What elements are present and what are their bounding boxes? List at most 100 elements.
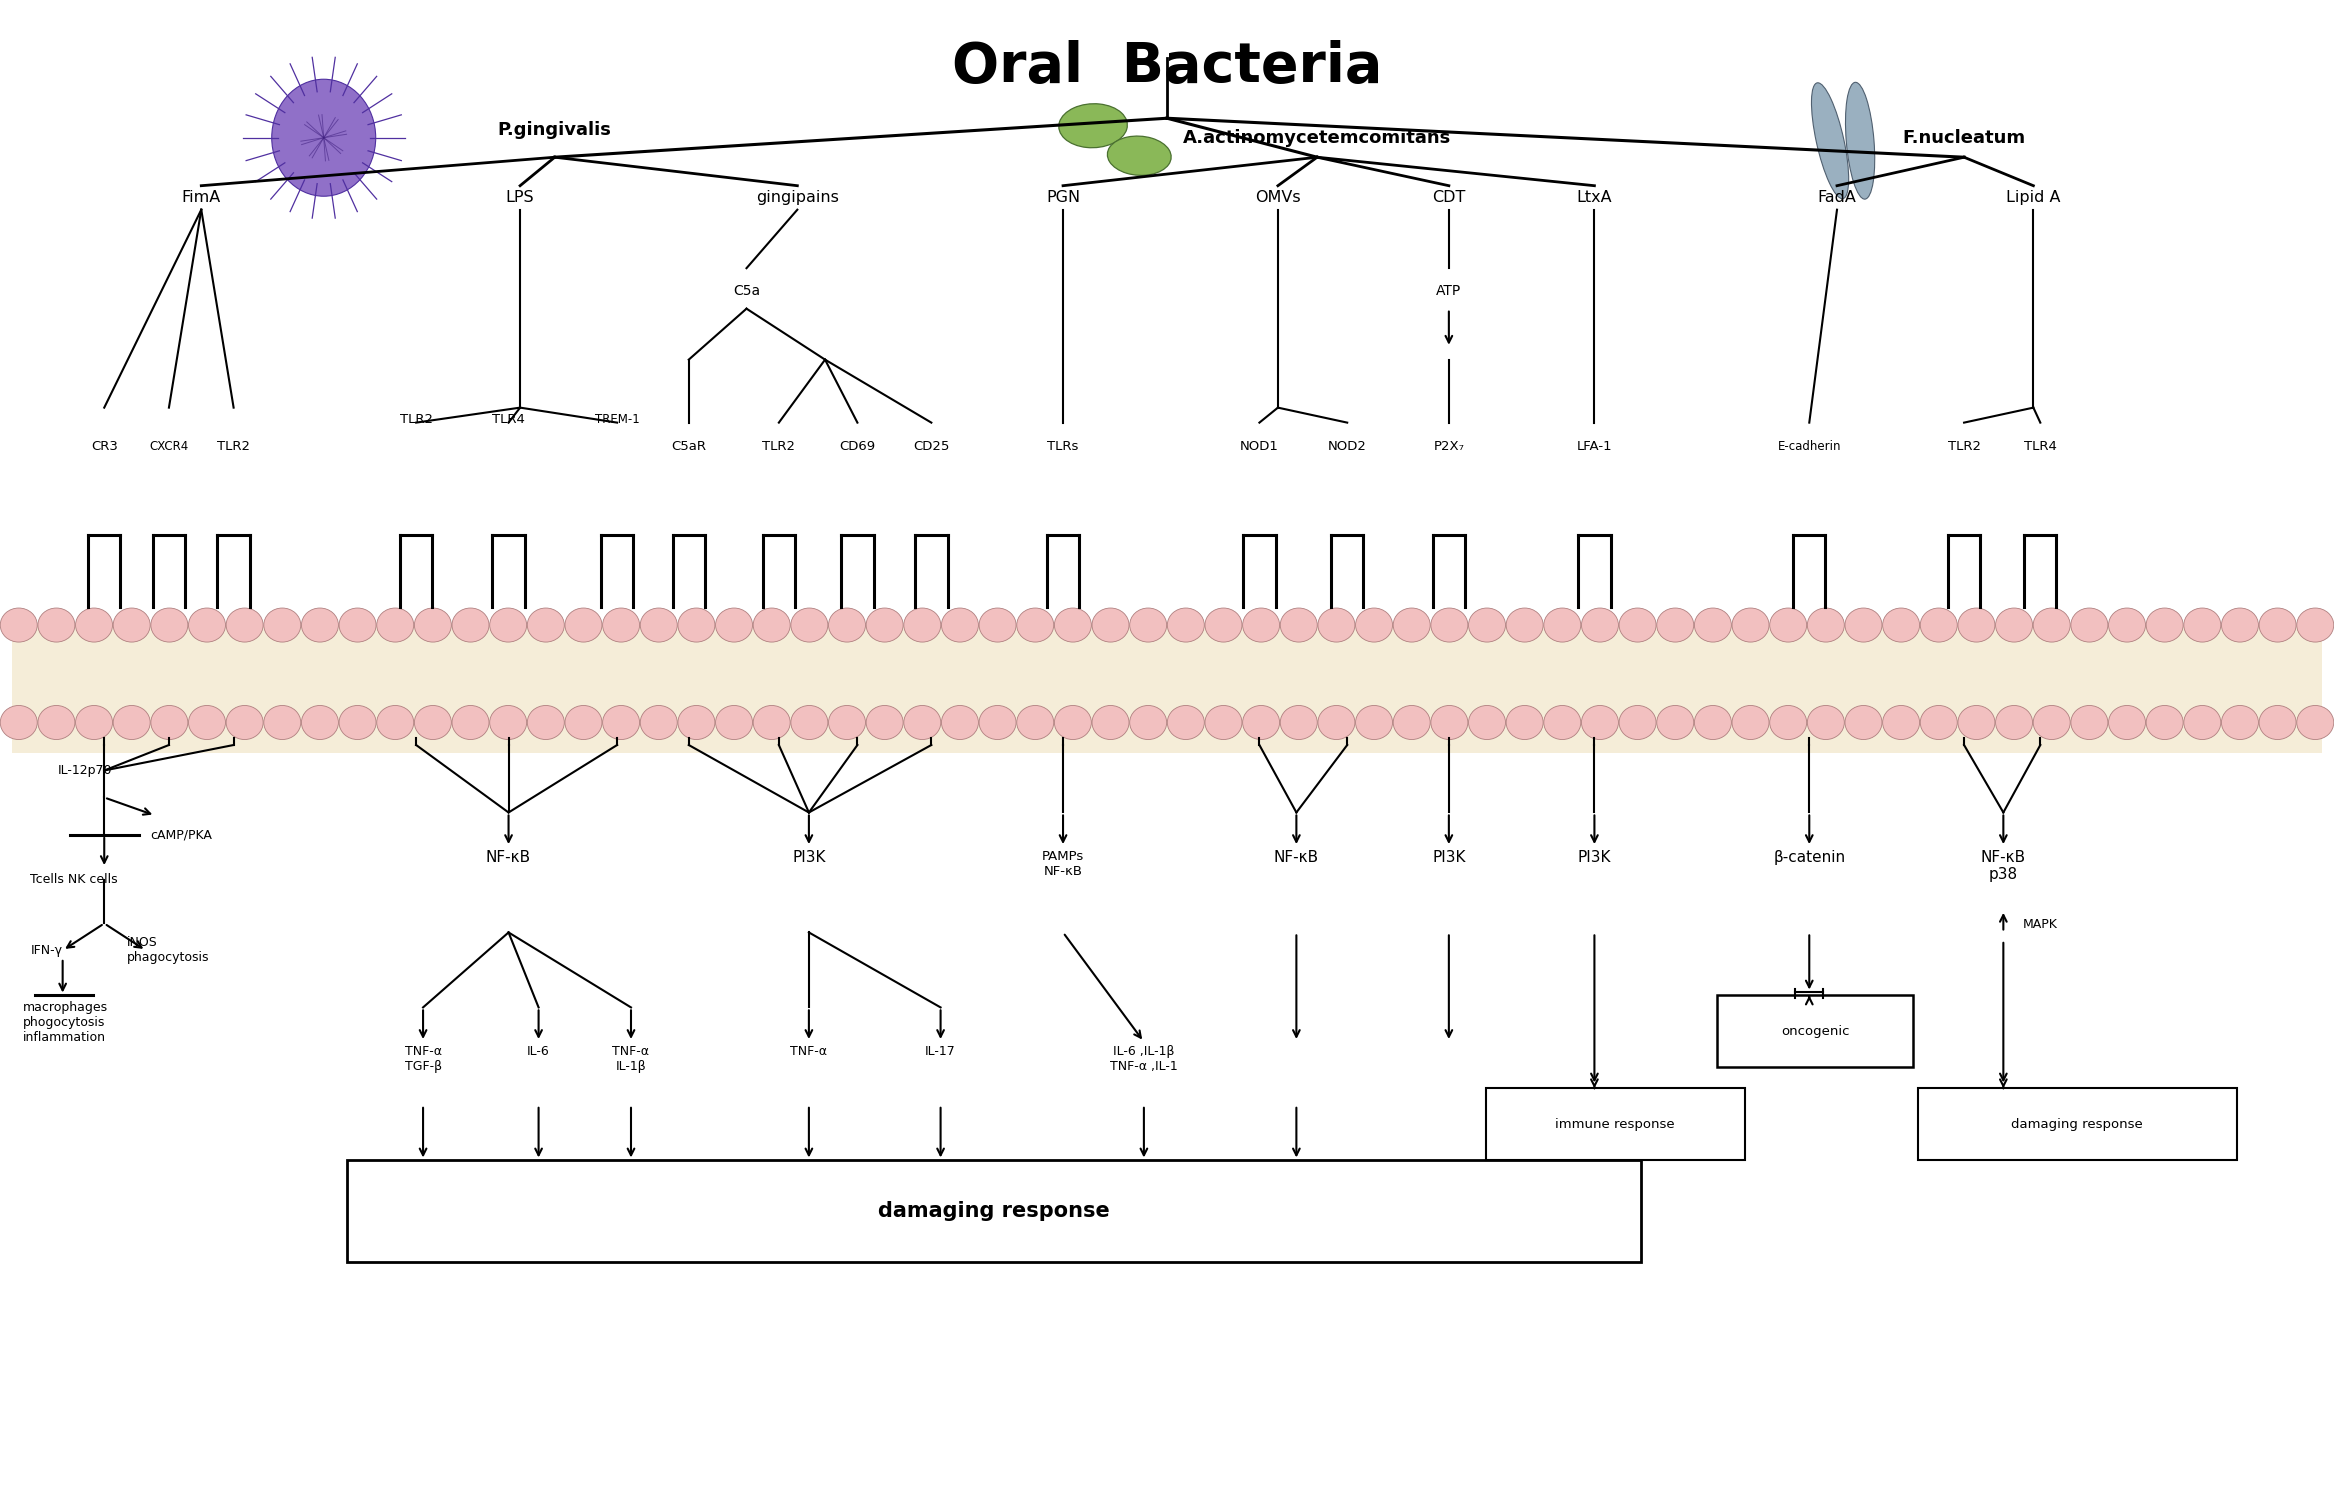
Ellipse shape	[602, 608, 640, 643]
Text: C5a: C5a	[733, 283, 761, 298]
Text: Tcells NK cells: Tcells NK cells	[30, 873, 119, 886]
Ellipse shape	[1844, 706, 1881, 739]
Ellipse shape	[0, 706, 37, 739]
Ellipse shape	[1468, 608, 1505, 643]
Text: LPS: LPS	[506, 190, 534, 205]
Ellipse shape	[1921, 608, 1958, 643]
Ellipse shape	[1167, 706, 1204, 739]
Text: damaging response: damaging response	[878, 1201, 1109, 1222]
Ellipse shape	[152, 706, 187, 739]
Text: LFA-1: LFA-1	[1575, 439, 1613, 453]
Ellipse shape	[114, 706, 149, 739]
Ellipse shape	[338, 706, 376, 739]
Ellipse shape	[1620, 706, 1657, 739]
Ellipse shape	[376, 706, 413, 739]
Ellipse shape	[1130, 608, 1167, 643]
Ellipse shape	[1996, 608, 2033, 643]
Ellipse shape	[1319, 706, 1356, 739]
Ellipse shape	[1092, 608, 1130, 643]
Ellipse shape	[1582, 706, 1617, 739]
Ellipse shape	[640, 706, 677, 739]
Text: PI3K: PI3K	[791, 850, 826, 865]
Ellipse shape	[490, 706, 527, 739]
Ellipse shape	[376, 608, 413, 643]
Ellipse shape	[338, 608, 376, 643]
Ellipse shape	[1811, 83, 1849, 199]
Ellipse shape	[1281, 608, 1316, 643]
Text: IL-17: IL-17	[924, 1044, 957, 1058]
Ellipse shape	[152, 608, 187, 643]
Ellipse shape	[2222, 608, 2259, 643]
Ellipse shape	[490, 608, 527, 643]
Text: NOD1: NOD1	[1239, 439, 1279, 453]
Ellipse shape	[0, 608, 37, 643]
Text: TLR2: TLR2	[217, 439, 250, 453]
Ellipse shape	[829, 706, 866, 739]
Ellipse shape	[527, 706, 565, 739]
Ellipse shape	[1732, 608, 1769, 643]
Ellipse shape	[903, 706, 941, 739]
Ellipse shape	[1582, 608, 1617, 643]
Text: NOD2: NOD2	[1328, 439, 1368, 453]
Text: CD69: CD69	[840, 439, 875, 453]
Ellipse shape	[1884, 706, 1919, 739]
Text: P.gingivalis: P.gingivalis	[497, 122, 612, 140]
Ellipse shape	[264, 706, 301, 739]
Ellipse shape	[1393, 706, 1431, 739]
Ellipse shape	[37, 706, 75, 739]
Ellipse shape	[226, 706, 264, 739]
Ellipse shape	[1543, 706, 1580, 739]
Text: PAMPs
NF-κB: PAMPs NF-κB	[1041, 850, 1085, 877]
Text: TLR4: TLR4	[2024, 439, 2056, 453]
Text: MAPK: MAPK	[2024, 918, 2059, 932]
Ellipse shape	[1807, 706, 1844, 739]
Ellipse shape	[415, 706, 450, 739]
Ellipse shape	[1921, 706, 1958, 739]
Ellipse shape	[565, 608, 602, 643]
Ellipse shape	[754, 608, 791, 643]
Ellipse shape	[1055, 706, 1092, 739]
Ellipse shape	[1505, 706, 1543, 739]
Ellipse shape	[1018, 706, 1053, 739]
Ellipse shape	[2259, 608, 2297, 643]
Text: CDT: CDT	[1433, 190, 1466, 205]
Text: CXCR4: CXCR4	[149, 439, 189, 453]
Text: TNF-α
IL-1β: TNF-α IL-1β	[612, 1044, 649, 1073]
Ellipse shape	[2108, 706, 2145, 739]
Ellipse shape	[453, 608, 490, 643]
Ellipse shape	[1505, 608, 1543, 643]
Text: TNF-α: TNF-α	[791, 1044, 826, 1058]
Ellipse shape	[1106, 135, 1172, 176]
Ellipse shape	[677, 608, 714, 643]
Text: oncogenic: oncogenic	[1781, 1025, 1849, 1038]
Ellipse shape	[1769, 608, 1807, 643]
Ellipse shape	[941, 608, 978, 643]
Ellipse shape	[1319, 608, 1356, 643]
Ellipse shape	[1620, 608, 1657, 643]
Ellipse shape	[1431, 706, 1468, 739]
Ellipse shape	[866, 706, 903, 739]
Ellipse shape	[791, 706, 829, 739]
Ellipse shape	[1060, 104, 1127, 147]
Ellipse shape	[978, 706, 1015, 739]
Ellipse shape	[189, 608, 226, 643]
Ellipse shape	[1055, 608, 1092, 643]
Ellipse shape	[2222, 706, 2259, 739]
Text: Oral  Bacteria: Oral Bacteria	[952, 41, 1382, 95]
Bar	[1487, 1088, 1743, 1160]
Ellipse shape	[1657, 706, 1694, 739]
Text: CR3: CR3	[91, 439, 117, 453]
Text: TLRs: TLRs	[1048, 439, 1078, 453]
Ellipse shape	[1694, 706, 1732, 739]
Bar	[1718, 995, 1914, 1067]
Ellipse shape	[1167, 608, 1204, 643]
Text: TLR4: TLR4	[492, 412, 525, 426]
Ellipse shape	[829, 608, 866, 643]
Text: IL-6: IL-6	[527, 1044, 551, 1058]
Ellipse shape	[1204, 706, 1242, 739]
Text: IL-6 ,IL-1β
TNF-α ,IL-1: IL-6 ,IL-1β TNF-α ,IL-1	[1111, 1044, 1179, 1073]
Ellipse shape	[941, 706, 978, 739]
Text: TREM-1: TREM-1	[595, 412, 640, 426]
Ellipse shape	[677, 706, 714, 739]
Text: Lipid A: Lipid A	[2007, 190, 2061, 205]
